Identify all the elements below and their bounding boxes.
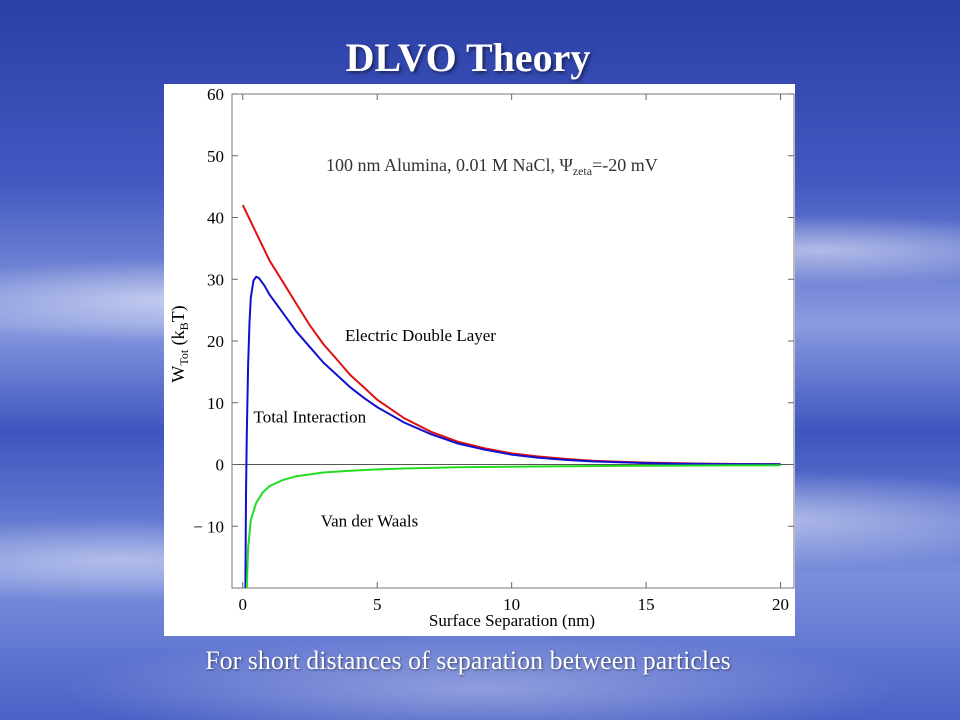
y-tick-label: 60 — [207, 85, 224, 104]
x-axis-label: Surface Separation (nm) — [429, 611, 595, 630]
y-tick-label: − 10 — [193, 517, 224, 536]
annotation-van-der-waals: Van der Waals — [321, 511, 418, 530]
zeta-subscript: zeta — [573, 164, 593, 178]
y-tick-label: 40 — [207, 209, 224, 228]
chart-panel: − 10 0 10 20 30 40 50 60 0 5 10 15 20 Electric Doubl… — [164, 84, 795, 636]
dlvo-chart: − 10 0 10 20 30 40 50 60 0 5 10 15 20 Electric Doubl… — [168, 85, 795, 630]
y-tick-label: 20 — [207, 332, 224, 351]
psi-symbol: Ψ — [560, 155, 574, 175]
annotation-electric-double-layer: Electric Double Layer — [345, 326, 496, 345]
y-tick-label: 0 — [216, 456, 225, 475]
x-tick-label: 10 — [503, 595, 520, 614]
y-tick-label: 10 — [207, 394, 224, 413]
x-tick-label: 20 — [772, 595, 789, 614]
x-tick-label: 15 — [638, 595, 655, 614]
annotation-total-interaction: Total Interaction — [254, 408, 367, 427]
x-tick-label: 0 — [239, 595, 248, 614]
series-line-van-der-waals — [245, 464, 781, 589]
y-axis-label: WTot (kBT) — [168, 305, 191, 382]
x-tick-label: 5 — [373, 595, 382, 614]
slide-title: DLVO Theory — [345, 35, 591, 80]
slide-caption: For short distances of separation betwee… — [205, 646, 731, 675]
chart-title: 100 nm Alumina, 0.01 M NaCl, Ψzeta=-20 m… — [326, 155, 658, 178]
y-tick-label: 30 — [207, 270, 224, 289]
series-line-total-interaction — [244, 275, 781, 589]
y-tick-label: 50 — [207, 147, 224, 166]
